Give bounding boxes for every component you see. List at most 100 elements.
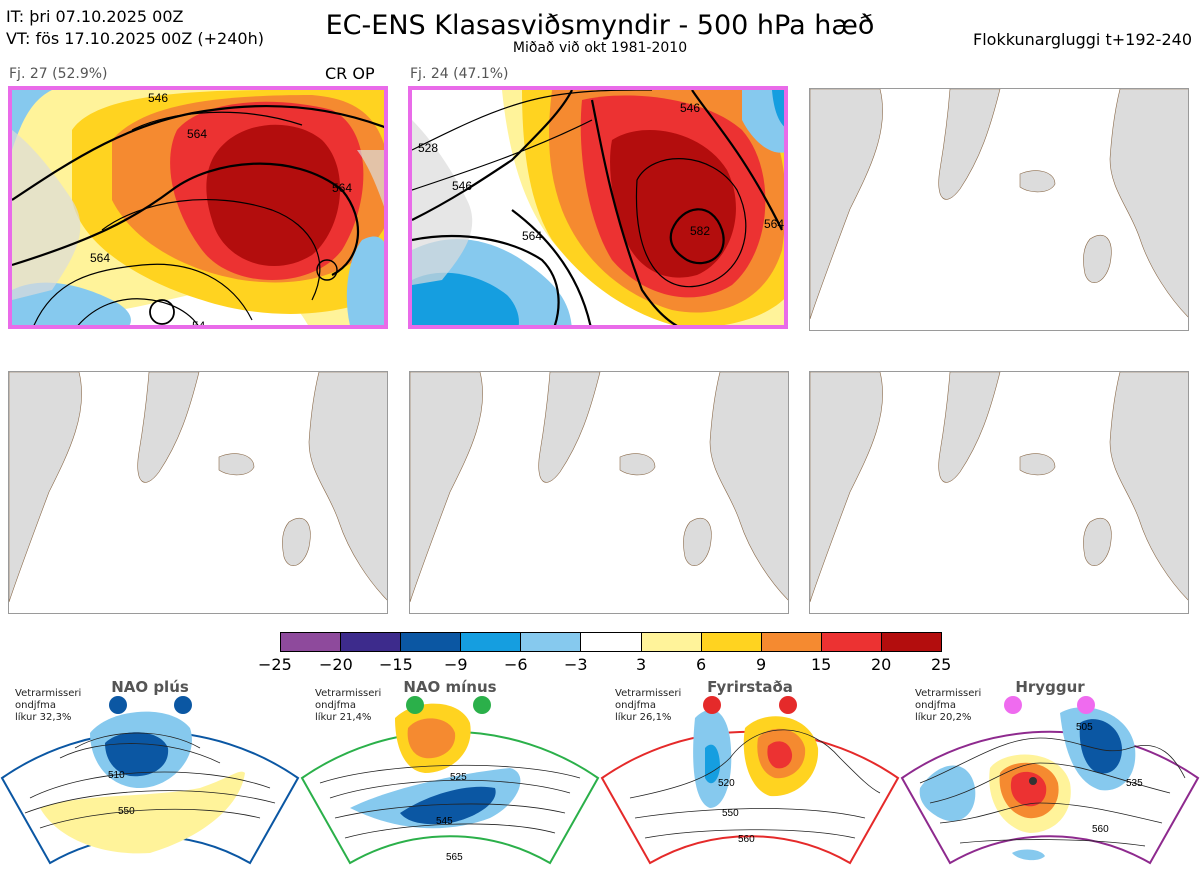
empty-cluster-map-3 xyxy=(809,88,1189,331)
regime-contour-label: 550 xyxy=(722,808,739,819)
regime-marker xyxy=(174,696,192,714)
regime-months: ondjfma xyxy=(615,700,656,711)
regime-marker xyxy=(406,696,424,714)
regime-season: Vetrarmisseri xyxy=(615,688,682,699)
regime-probability: Vetrarmisseri ondjfma líkur 21,4% xyxy=(315,688,381,724)
colorbar-tick: −15 xyxy=(379,655,413,674)
regime-probability: Vetrarmisseri ondjfma líkur 32,3% xyxy=(15,688,81,724)
regime-months: ondjfma xyxy=(315,700,356,711)
regime-likelihood: líkur 21,4% xyxy=(315,712,372,723)
empty-cluster-map-4 xyxy=(8,371,388,614)
regime-ridge: Hryggur Vetrarmisseri ondjfma líkur 20,2… xyxy=(900,678,1200,871)
regime-season: Vetrarmisseri xyxy=(15,688,82,699)
regime-contour-label: 535 xyxy=(1126,778,1143,789)
empty-cluster-map-6 xyxy=(809,371,1189,614)
cluster-1-label: Fj. 27 (52.9%) xyxy=(9,66,108,82)
cluster-1-contour-label: 546 xyxy=(148,91,168,105)
cluster-1-map[interactable]: 546 564 564 564 54 xyxy=(8,86,388,329)
cluster-1-contour-label: 564 xyxy=(332,181,352,195)
regime-name: NAO mínus xyxy=(403,678,497,696)
regime-contour-label: 565 xyxy=(446,852,463,863)
cluster-2-contour-label: 564 xyxy=(764,217,784,231)
page-subtitle: Miðað við okt 1981-2010 xyxy=(512,40,688,56)
colorbar-swatch xyxy=(521,633,582,651)
cluster-2-label: Fj. 24 (47.1%) xyxy=(410,66,509,82)
valid-time: VT: fös 17.10.2025 00Z (+240h) xyxy=(6,29,264,48)
regime-name: Hryggur xyxy=(1015,678,1085,696)
empty-map-graphic xyxy=(9,372,387,603)
empty-map-graphic xyxy=(810,89,1188,320)
regime-contour-label: 545 xyxy=(436,816,453,827)
colorbar-tick: 9 xyxy=(756,655,767,674)
colorbar-swatch xyxy=(821,633,882,651)
cluster-2-contour-label: 528 xyxy=(418,141,438,155)
cluster-2-map-graphic: 528 546 546 564 564 582 xyxy=(412,90,784,325)
regime-marker xyxy=(473,696,491,714)
regime-months: ondjfma xyxy=(915,700,956,711)
regime-marker xyxy=(703,696,721,714)
colorbar-swatch xyxy=(461,633,522,651)
regime-marker xyxy=(1077,696,1095,714)
initial-time: IT: þri 07.10.2025 00Z xyxy=(6,7,184,26)
cluster-1-contour-label: 54 xyxy=(192,319,206,329)
regime-likelihood: líkur 20,2% xyxy=(915,712,972,723)
regime-season: Vetrarmisseri xyxy=(315,688,382,699)
regime-map: 510 550 xyxy=(0,696,300,865)
colorbar-tick: −3 xyxy=(564,655,588,674)
cluster-1-contour-label: 564 xyxy=(187,127,207,141)
empty-cluster-map-5 xyxy=(409,371,789,614)
colorbar-tick: 6 xyxy=(696,655,707,674)
empty-map-graphic xyxy=(410,372,788,603)
colorbar-swatch xyxy=(401,633,462,651)
colorbar-swatch xyxy=(761,633,822,651)
cluster-2-contour-label: 582 xyxy=(690,224,710,238)
regime-marker xyxy=(109,696,127,714)
regime-marker xyxy=(1004,696,1022,714)
cluster-1-map-graphic: 546 564 564 564 54 xyxy=(12,90,384,329)
regime-probability: Vetrarmisseri ondjfma líkur 20,2% xyxy=(915,688,981,724)
cluster-2-contour-label: 546 xyxy=(452,179,472,193)
colorbar-tick: 25 xyxy=(931,655,952,674)
regime-contour-label: 560 xyxy=(1092,824,1109,835)
colorbar-tick: 3 xyxy=(636,655,647,674)
regime-contour-label: 505 xyxy=(1076,722,1093,733)
regime-name: NAO plús xyxy=(111,678,189,696)
cluster-1-contour-label: 564 xyxy=(90,251,110,265)
cluster-2-map[interactable]: 528 546 546 564 564 582 xyxy=(408,86,788,329)
colorbar-swatch xyxy=(881,633,942,651)
regime-map: 525 545 565 xyxy=(300,696,600,865)
colorbar xyxy=(280,632,942,652)
regime-contour-label: 560 xyxy=(738,834,755,845)
cluster-2-contour-label: 546 xyxy=(680,101,700,115)
colorbar-swatch xyxy=(581,633,642,651)
cluster-1-tag: CR OP xyxy=(325,64,375,83)
regime-contour-label: 520 xyxy=(718,778,735,789)
colorbar-tick: −20 xyxy=(319,655,353,674)
regime-contour-label: 510 xyxy=(108,770,125,781)
colorbar-tick: −9 xyxy=(444,655,468,674)
colorbar-tick: −25 xyxy=(258,655,292,674)
cluster-2-contour-label: 564 xyxy=(522,229,542,243)
colorbar-tick: 20 xyxy=(871,655,892,674)
regime-map: 520 550 560 xyxy=(600,696,900,865)
regime-probability: Vetrarmisseri ondjfma líkur 26,1% xyxy=(615,688,681,724)
regime-name: Fyrirstaða xyxy=(707,678,793,696)
colorbar-swatch xyxy=(701,633,762,651)
regime-contour-label: 525 xyxy=(450,772,467,783)
regime-map: 505 535 560 xyxy=(900,696,1200,865)
colorbar-tick: 15 xyxy=(811,655,832,674)
regime-marker xyxy=(779,696,797,714)
page-title: EC-ENS Klasasviðsmyndir - 500 hPa hæð xyxy=(325,10,875,41)
regime-nao-plus: NAO plús Vetrarmisseri ondjfma líkur 32,… xyxy=(0,678,300,871)
regime-blocking: Fyrirstaða Vetrarmisseri ondjfma líkur 2… xyxy=(600,678,900,871)
colorbar-tick: −6 xyxy=(504,655,528,674)
regime-contour-label: 550 xyxy=(118,806,135,817)
regime-season: Vetrarmisseri xyxy=(915,688,982,699)
regime-nao-minus: NAO mínus Vetrarmisseri ondjfma líkur 21… xyxy=(300,678,600,871)
colorbar-swatch xyxy=(341,633,402,651)
clustering-window: Flokkunargluggi t+192-240 xyxy=(973,30,1192,49)
colorbar-swatch xyxy=(641,633,702,651)
run-info: IT: þri 07.10.2025 00Z VT: fös 17.10.202… xyxy=(6,6,264,50)
regime-likelihood: líkur 32,3% xyxy=(15,712,72,723)
regime-months: ondjfma xyxy=(15,700,56,711)
